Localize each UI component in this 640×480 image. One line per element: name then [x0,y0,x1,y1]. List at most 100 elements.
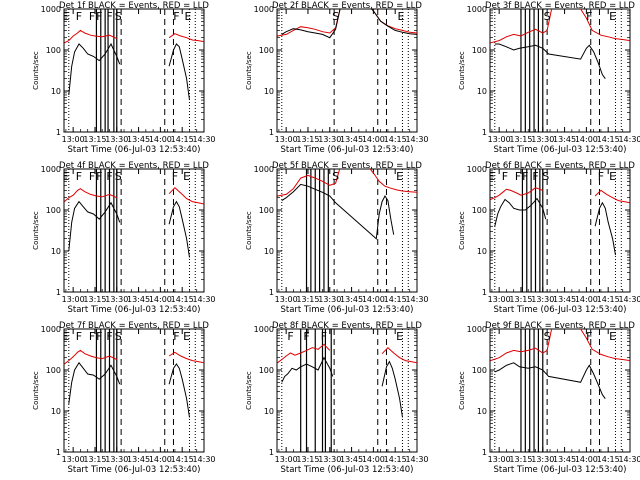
plot-area [64,169,204,292]
x-tick-label: 13:45 [553,135,576,144]
x-tick-label: 13:00 [275,295,298,304]
y-tick-label: 10 [477,407,487,416]
flag-letter: F [287,330,293,343]
flag-letter: F [532,170,538,183]
flag-letter: S [115,170,122,183]
y-tick-label: 10 [51,87,61,96]
plot-frame [63,8,205,133]
plot-frame [489,8,631,133]
panel-det-1: Det 1f BLACK = Events, RED = LLD 1 10 100 10… [32,1,216,155]
events-series-line [494,197,616,256]
events-series-line [68,200,190,258]
x-tick-label: 13:45 [340,455,363,464]
flag-letter: E [488,170,495,183]
events-series-line [281,356,403,418]
x-tick-label: 13:15 [296,295,319,304]
panel-det-4: Det 4f BLACK = Events, RED = LLD 1 10 100 10… [32,161,216,315]
x-tick-label: 14:30 [192,135,215,144]
lld-series-line [490,187,630,204]
x-tick-label: 13:00 [62,455,85,464]
x-tick-label: 14:30 [618,135,640,144]
lld-series-line [277,9,417,37]
flag-letter: E [183,170,190,183]
y-tick-label: 10 [264,87,274,96]
plot-frame [63,168,205,293]
lld-series-line [64,29,204,44]
flag-letter: F [106,170,112,183]
flag-letter: E [183,330,190,343]
plot-area [64,9,204,132]
x-tick-label: 13:15 [296,135,319,144]
flag-letter: F [515,170,521,183]
panel-title: Det 8f BLACK = Events, RED = LLD [272,321,422,331]
lld-series-line [277,169,417,197]
x-tick-label: 14:15 [384,295,407,304]
x-tick-label: 14:15 [171,295,194,304]
x-axis-label: Start Time (06-Jul-03 12:53:40) [68,145,201,155]
x-tick-label: 13:00 [275,135,298,144]
flag-letter: F [598,170,604,183]
events-series-line [281,183,395,240]
panel-det-3: Det 3f BLACK = Events, RED = LLD 1 10 100 10… [458,1,640,155]
flag-letter: F [96,330,102,343]
flag-letter: S [542,170,549,183]
lld-series-line [490,9,630,44]
y-tick-label: 10 [477,87,487,96]
y-tick-label: 10 [264,247,274,256]
x-axis-label: Start Time (06-Jul-03 12:53:40) [281,465,414,475]
flag-letter: F [106,10,112,23]
flag-letter: E [62,10,69,23]
panel-title: Det 2f BLACK = Events, RED = LLD [272,1,422,11]
x-tick-label: 13:30 [105,135,128,144]
lld-series-line [64,349,204,365]
panel-title: Det 4f BLACK = Events, RED = LLD [59,161,209,171]
flag-letter: S [115,10,122,23]
x-tick-label: 13:00 [488,135,511,144]
y-tick-label: 100 [46,206,61,215]
lld-series-line [64,187,204,205]
y-tick-label: 1000 [41,325,61,334]
x-tick-label: 13:30 [318,135,341,144]
plot-area [277,329,417,452]
y-axis-label: Counts/sec [458,211,466,250]
flag-letter: E [398,10,405,23]
events-series-line [494,362,606,399]
plot-area [490,9,630,132]
x-tick-label: 13:45 [340,295,363,304]
y-tick-label: 10 [51,247,61,256]
panel-det-9: Det 9f BLACK = Events, RED = LLD 1 10 100 10… [458,321,640,475]
y-tick-label: 1000 [254,165,274,174]
flag-letter: F [586,10,592,23]
plot-area [277,9,417,132]
x-tick-label: 14:30 [192,295,215,304]
x-tick-label: 14:15 [597,135,620,144]
x-tick-label: 13:30 [531,455,554,464]
x-tick-label: 14:00 [362,135,385,144]
x-axis-label: Start Time (06-Jul-03 12:53:40) [68,465,201,475]
x-tick-label: 14:15 [384,455,407,464]
y-tick-label: 1 [269,128,274,137]
flag-letter: F [502,170,508,183]
events-series-line [68,42,190,101]
x-tick-label: 13:30 [531,295,554,304]
plot-area [490,329,630,452]
x-tick-label: 13:45 [127,455,150,464]
events-series-line [281,9,417,39]
y-axis-label: Counts/sec [245,211,253,250]
y-tick-label: 10 [51,407,61,416]
flag-letter: S [332,170,339,183]
y-tick-label: 1000 [41,165,61,174]
y-axis-label: Counts/sec [245,371,253,410]
flag-letter: F [89,10,95,23]
flag-letter: E [609,10,616,23]
x-tick-label: 13:00 [488,455,511,464]
y-tick-label: 10 [477,247,487,256]
y-tick-label: 1000 [254,325,274,334]
flag-letter: S [544,10,551,23]
x-axis-label: Start Time (06-Jul-03 12:53:40) [494,145,627,155]
y-tick-label: 1 [482,128,487,137]
y-tick-label: 100 [472,366,487,375]
y-tick-label: 100 [259,206,274,215]
flag-letter: F [303,330,309,343]
